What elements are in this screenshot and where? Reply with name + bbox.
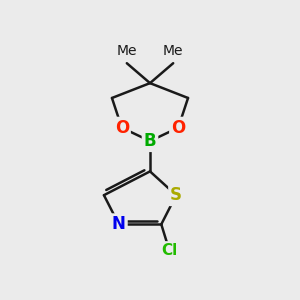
Text: S: S: [170, 186, 182, 204]
Text: O: O: [115, 119, 129, 137]
Text: O: O: [171, 119, 185, 137]
Text: Me: Me: [163, 44, 183, 58]
Text: Cl: Cl: [161, 243, 177, 258]
Text: B: B: [144, 132, 156, 150]
Text: Me: Me: [117, 44, 137, 58]
Text: N: N: [112, 215, 126, 233]
